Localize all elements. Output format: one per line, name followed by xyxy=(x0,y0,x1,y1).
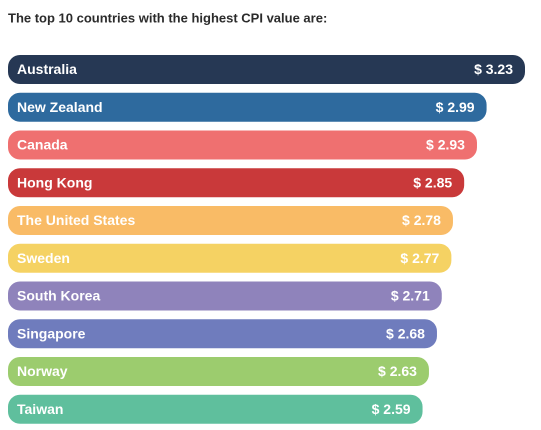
bar xyxy=(8,319,437,349)
value-label: $ 3.23 xyxy=(474,61,513,77)
category-label: Sweden xyxy=(17,250,70,266)
bar xyxy=(8,130,477,160)
category-label: Hong Kong xyxy=(17,174,92,190)
category-label: Canada xyxy=(17,137,68,153)
category-label: Australia xyxy=(17,61,77,77)
bar xyxy=(8,206,453,235)
chart-title: The top 10 countries with the highest CP… xyxy=(8,10,327,25)
bar xyxy=(8,357,429,386)
category-label: Norway xyxy=(17,363,68,379)
value-label: $ 2.78 xyxy=(402,212,441,228)
value-label: $ 2.63 xyxy=(378,363,417,379)
value-label: $ 2.85 xyxy=(413,174,452,190)
value-label: $ 2.99 xyxy=(436,99,475,115)
category-label: New Zealand xyxy=(17,99,103,115)
value-label: $ 2.59 xyxy=(372,401,411,417)
category-label: Singapore xyxy=(17,325,86,341)
bar xyxy=(8,281,442,311)
value-label: $ 2.68 xyxy=(386,325,425,341)
bar xyxy=(8,394,423,424)
bar xyxy=(8,243,452,273)
bar xyxy=(8,168,465,198)
category-label: South Korea xyxy=(17,288,100,304)
bar xyxy=(8,92,487,122)
category-label: Taiwan xyxy=(17,401,63,417)
value-label: $ 2.93 xyxy=(426,137,465,153)
value-label: $ 2.71 xyxy=(391,288,430,304)
bar xyxy=(8,55,525,84)
category-label: The United States xyxy=(17,212,135,228)
value-label: $ 2.77 xyxy=(400,250,439,266)
